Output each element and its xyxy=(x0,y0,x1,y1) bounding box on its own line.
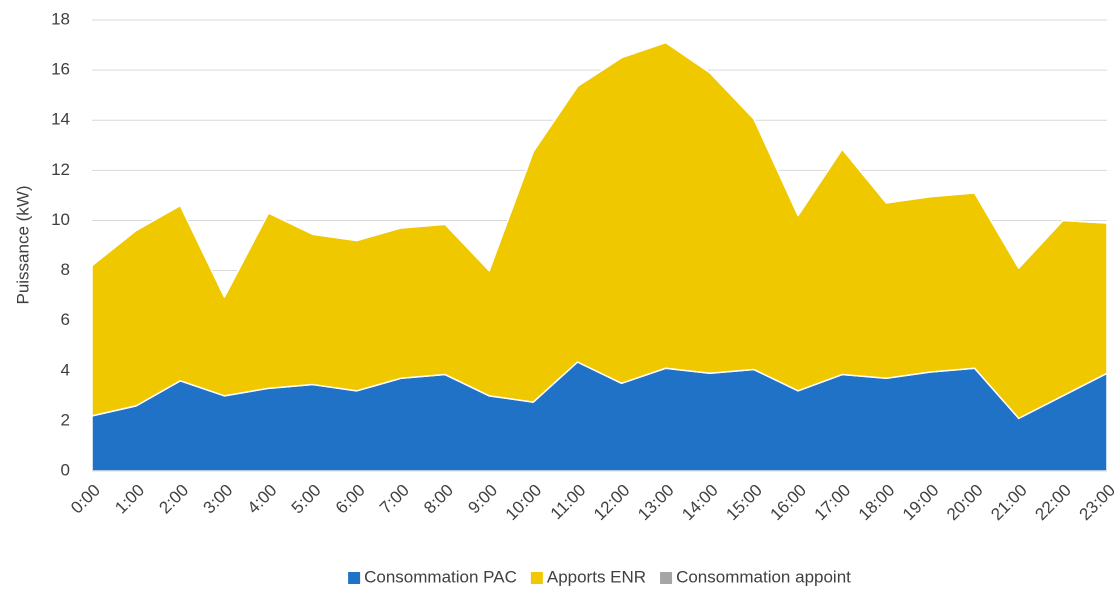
x-tick-label: 3:00 xyxy=(200,481,237,518)
x-tick-label: 4:00 xyxy=(244,481,281,518)
x-tick-label: 11:00 xyxy=(547,481,590,524)
x-tick-label: 19:00 xyxy=(899,481,943,525)
y-tick-label: 12 xyxy=(51,160,70,179)
y-tick-label: 2 xyxy=(61,410,70,429)
x-tick-label: 21:00 xyxy=(987,481,1031,525)
x-tick-label: 16:00 xyxy=(767,481,811,525)
legend-label: Consommation appoint xyxy=(676,567,851,586)
x-tick-label: 18:00 xyxy=(855,481,899,525)
x-tick-label: 22:00 xyxy=(1031,481,1075,525)
x-tick-label: 2:00 xyxy=(155,481,192,518)
y-axis-label: Puissance (kW) xyxy=(13,185,32,304)
x-tick-label: 9:00 xyxy=(464,481,501,518)
x-tick-label: 6:00 xyxy=(332,481,369,518)
x-tick-label: 7:00 xyxy=(376,481,413,518)
x-tick-label: 10:00 xyxy=(502,481,546,525)
x-tick-label: 5:00 xyxy=(288,481,325,518)
legend-label: Apports ENR xyxy=(547,567,646,586)
area xyxy=(91,41,1108,420)
y-tick-label: 6 xyxy=(61,310,70,329)
y-tick-label: 4 xyxy=(61,360,70,379)
x-tick-label: 20:00 xyxy=(943,481,987,525)
y-tick-label: 18 xyxy=(51,9,70,28)
x-tick-label: 23:00 xyxy=(1075,481,1115,525)
x-tick-label: 1:00 xyxy=(111,481,148,518)
y-tick-label: 14 xyxy=(51,110,70,129)
legend-swatch xyxy=(530,572,543,584)
y-tick-label: 8 xyxy=(61,260,70,279)
x-tick-label: 12:00 xyxy=(590,481,634,525)
x-tick-label: 13:00 xyxy=(634,481,678,525)
legend-swatch xyxy=(348,572,361,584)
x-tick-label: 8:00 xyxy=(420,481,457,518)
area xyxy=(91,41,1108,298)
x-tick-label: 15:00 xyxy=(722,481,766,525)
y-tick-label: 10 xyxy=(51,210,70,229)
y-tick-label: 0 xyxy=(61,460,70,479)
legend: Consommation PAC Apports ENR Consommation … xyxy=(348,567,851,586)
x-tick-label: 14:00 xyxy=(678,481,722,525)
x-tick-label: 0:00 xyxy=(67,481,104,518)
legend-label: Consommation PAC xyxy=(364,567,517,586)
y-tick-label: 16 xyxy=(51,60,70,79)
legend-swatch xyxy=(660,572,673,584)
x-tick-label: 17:00 xyxy=(811,481,855,525)
